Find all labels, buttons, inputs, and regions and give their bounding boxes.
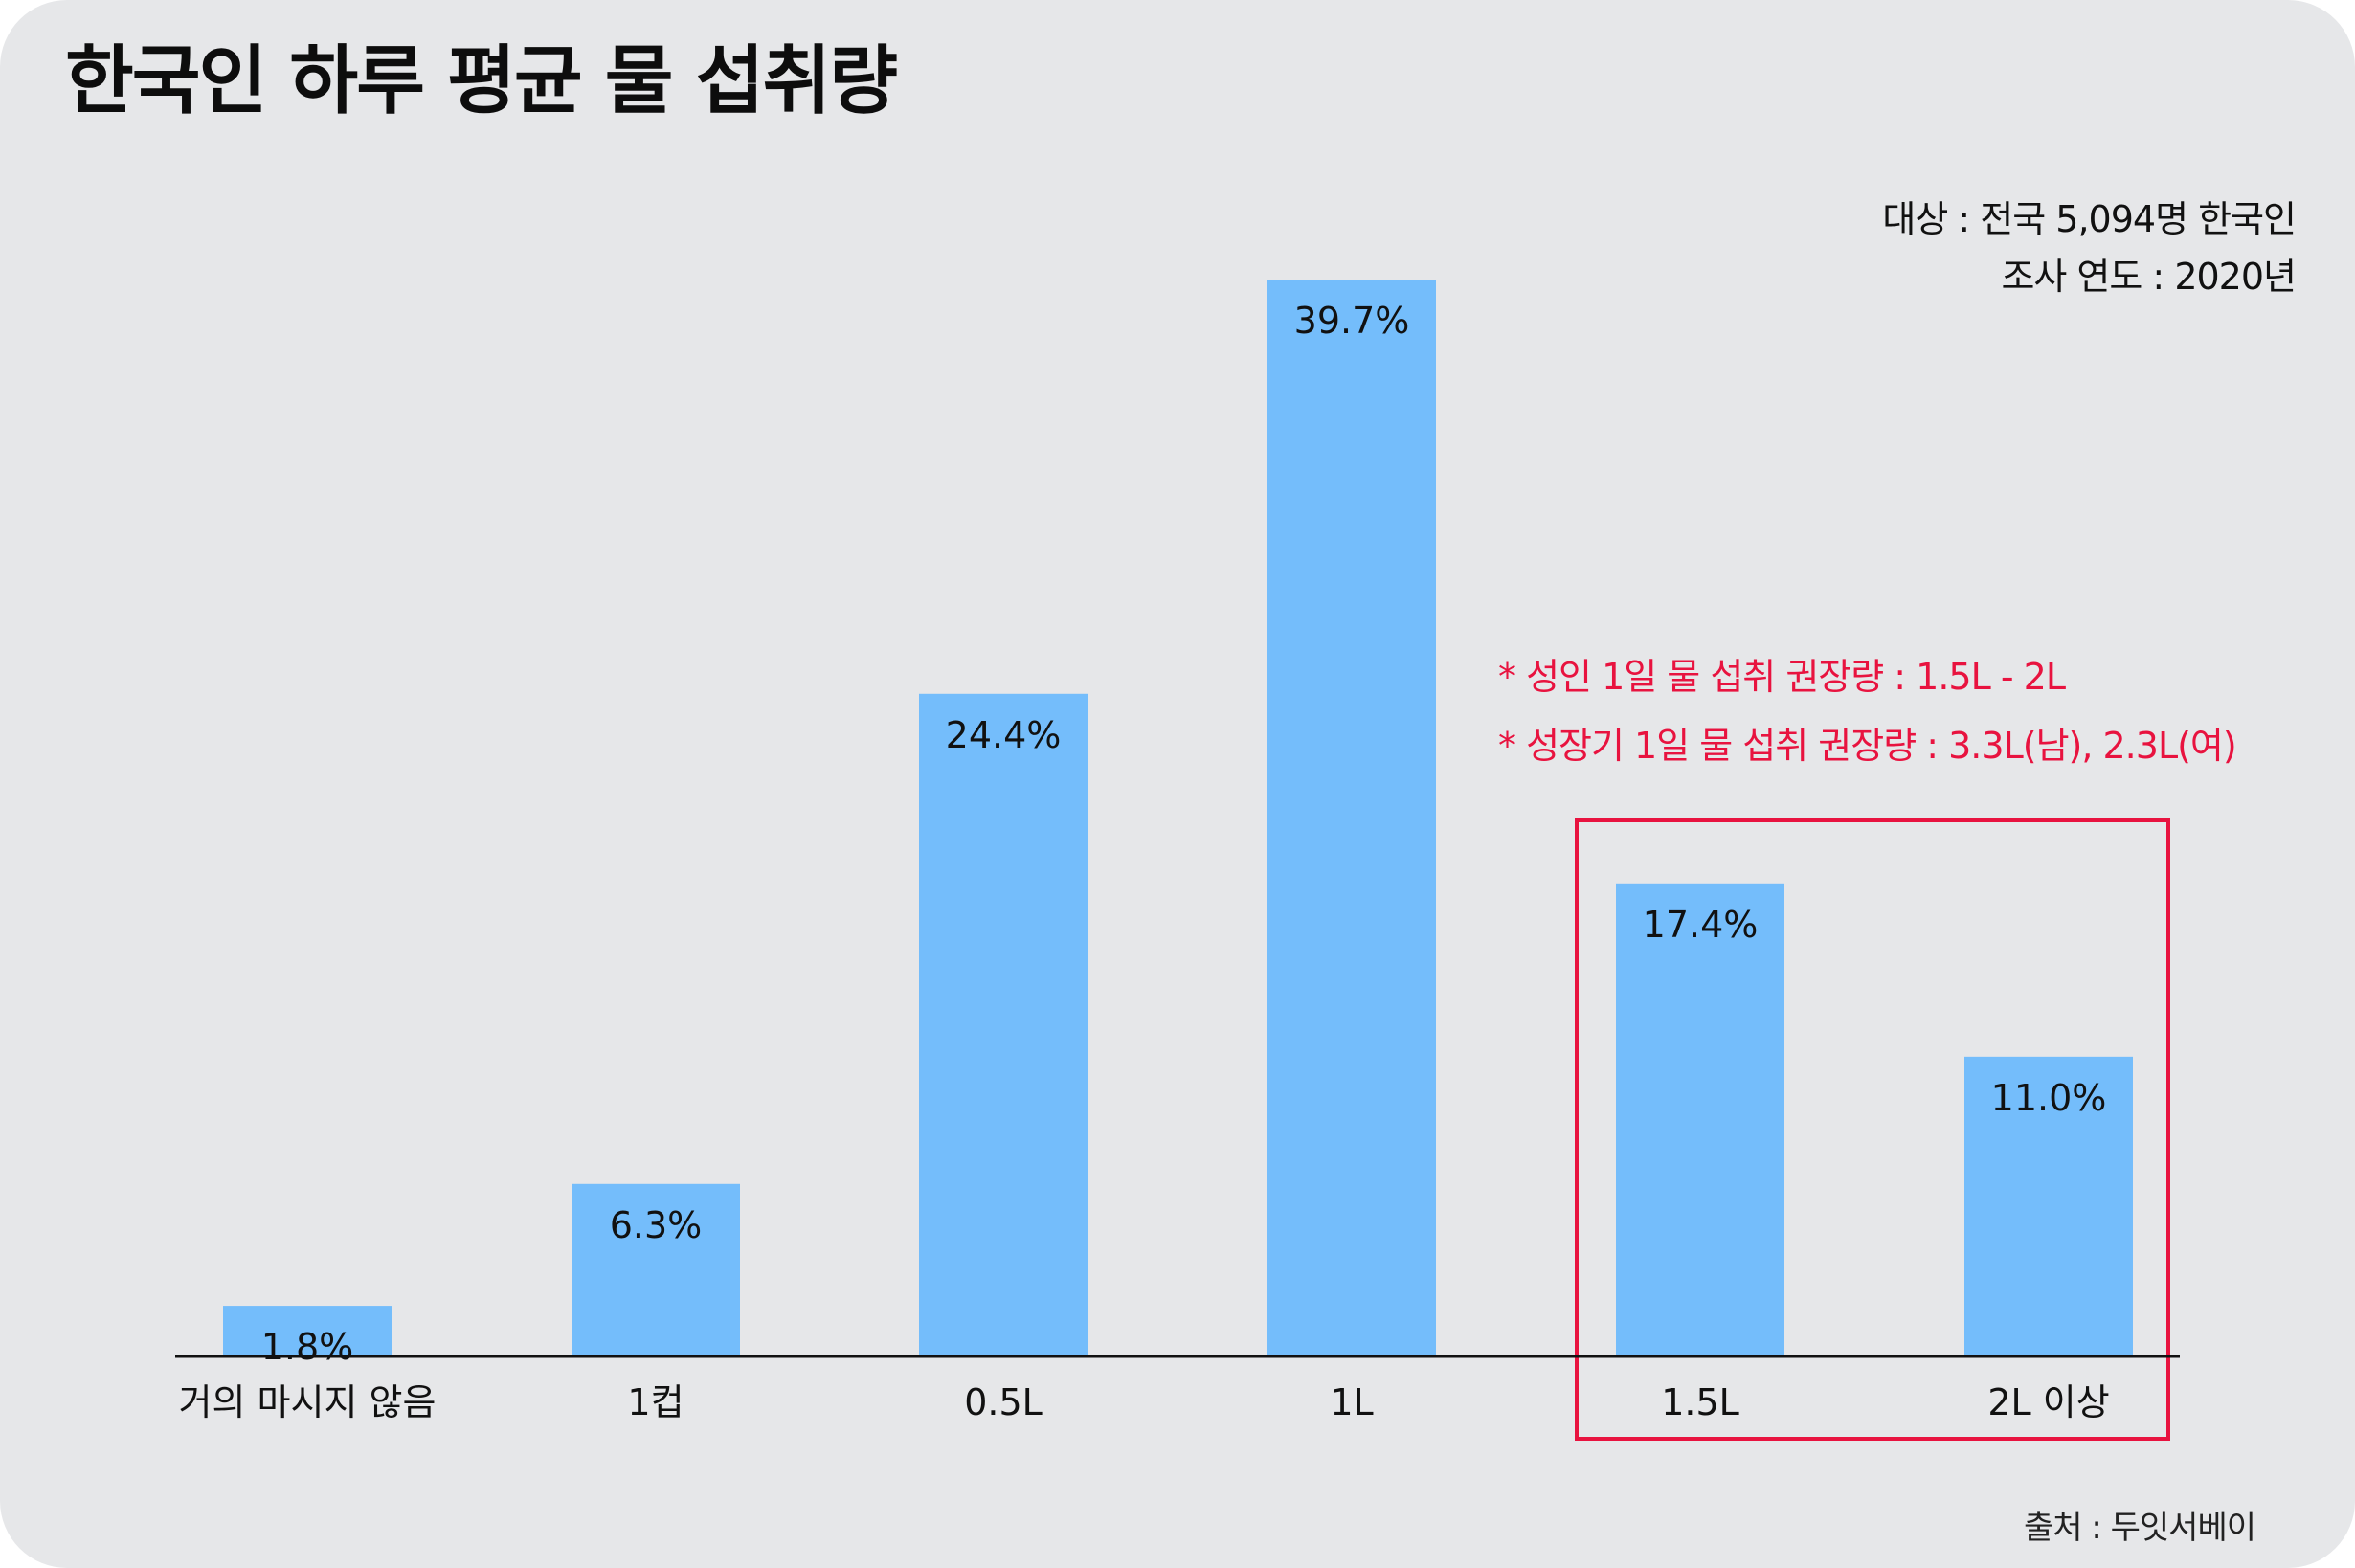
bar-4 <box>1267 280 1436 1355</box>
bar-6 <box>1964 1056 2133 1355</box>
x-tick-label: 0.5L <box>964 1381 1043 1423</box>
bar-value-label: 11.0% <box>1991 1077 2107 1119</box>
x-tick-label: 2L 이상 <box>1987 1381 2109 1423</box>
recommended-range-highlight-box <box>1575 818 2170 1441</box>
x-tick-label: 거의 마시지 않음 <box>179 1381 437 1423</box>
x-tick-label: 1.5L <box>1661 1381 1739 1423</box>
bar-value-label: 17.4% <box>1643 904 1759 946</box>
chart-title: 한국인 하루 평균 물 섭취량 <box>65 38 898 124</box>
bar-3 <box>919 693 1088 1355</box>
growth-recommendation-note: * 성장기 1일 물 섭취 권장량 : 3.3L(남), 2.3L(여) <box>1498 725 2237 767</box>
source-credit: 출처 : 두잇서베이 <box>2023 1509 2256 1547</box>
survey-year: 조사 연도 : 2020년 <box>2001 256 2297 298</box>
survey-subject: 대상 : 전국 5,094명 한국인 <box>1882 198 2297 240</box>
x-tick-label: 1L <box>1330 1381 1373 1423</box>
bar-value-label: 39.7% <box>1294 300 1410 342</box>
bar-1 <box>223 1306 392 1355</box>
bar-2 <box>572 1183 740 1355</box>
bar-value-label: 24.4% <box>946 714 1062 756</box>
x-tick-label: 1컵 <box>627 1381 684 1423</box>
bar-value-label: 6.3% <box>610 1204 703 1246</box>
adult-recommendation-note: * 성인 1일 물 섭취 권장량 : 1.5L - 2L <box>1498 656 2066 698</box>
bar-5 <box>1616 883 1784 1355</box>
bar-value-label: 1.8% <box>261 1326 354 1368</box>
